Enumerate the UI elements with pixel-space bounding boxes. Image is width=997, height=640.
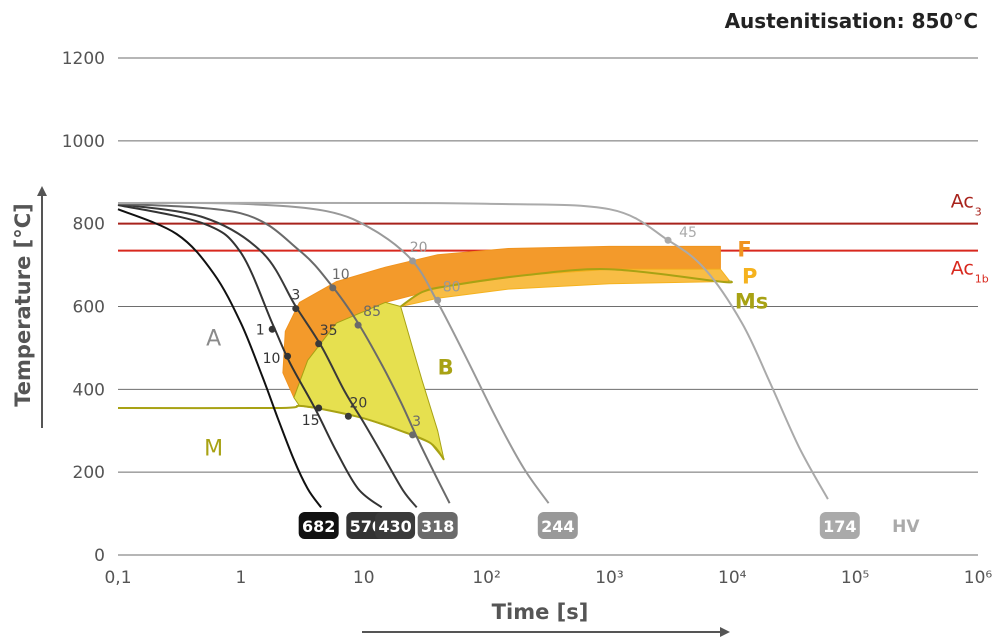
region-label-P: P: [742, 265, 757, 289]
y-tick-label: 600: [73, 298, 105, 318]
y-tick-label: 400: [73, 380, 105, 400]
hv-badge: [375, 512, 416, 540]
curve-mark-label: 85: [363, 304, 381, 320]
y-axis-label: Temperature [°C]: [11, 203, 35, 406]
ref-label-Ac1b: Ac: [951, 258, 974, 280]
curve-mark-label: 10: [332, 267, 350, 283]
ref-sub-Ac3: 3: [975, 206, 982, 219]
chart-labels: FP B Ms A M 682 1 10 15 570 3 35 20 430 10 85 3 318 20 80 24…: [204, 225, 920, 540]
x-tick-label: 0,1: [104, 568, 131, 588]
cooling-curve: [117, 208, 322, 508]
y-tick-label: 1000: [62, 132, 105, 152]
y-tick-label: 0: [94, 546, 105, 566]
curve-mark: [315, 404, 323, 412]
curve-mark: [409, 431, 417, 439]
y-tick-label: 200: [73, 463, 105, 483]
chart-title: Austenitisation: 850°C: [725, 9, 978, 33]
curve-mark: [354, 321, 362, 329]
curve-mark-label: 10: [263, 351, 281, 367]
ref-label-Ac3: Ac: [951, 191, 974, 213]
grid-lines: 0 200 400 600 800 1000 1200 0,1 1 10 10² 10³ 10⁴ 10⁵ 1…: [62, 49, 993, 588]
curve-mark: [284, 352, 292, 360]
y-tick-label: 1200: [62, 49, 105, 69]
hv-badge-label: 244: [541, 517, 574, 536]
x-tick-label: 1: [235, 568, 246, 588]
cooling-curve: [117, 202, 451, 504]
hv-badge: [417, 512, 458, 540]
curve-mark: [344, 412, 352, 420]
curve-mark-label: 1: [256, 322, 265, 338]
ms-line: [117, 404, 445, 461]
hv-badge-label: 174: [823, 517, 856, 536]
curve-mark-label: 15: [302, 413, 320, 429]
x-tick-label: 10⁴: [718, 568, 747, 588]
curve-mark-label: 3: [291, 288, 300, 304]
ms-label: Ms: [735, 289, 768, 313]
hv-badge: [537, 512, 578, 540]
curve-mark-label: 45: [679, 225, 697, 241]
curve-mark-label: 20: [410, 240, 428, 256]
region-label-B: B: [438, 356, 454, 380]
x-tick-label: 10⁶: [964, 568, 993, 588]
curve-mark: [434, 296, 442, 304]
cooling-curve: [117, 204, 383, 509]
cooling-curve: [117, 201, 550, 504]
x-tick-label: 10⁵: [841, 568, 869, 588]
y-tick-label: 800: [73, 215, 105, 235]
x-tick-label: 10²: [472, 568, 500, 588]
cooling-curve: [117, 203, 418, 509]
hv-badge-label: 682: [302, 517, 335, 536]
ref-sub-Ac1b: 1b: [975, 273, 989, 286]
x-tick-label: 10: [353, 568, 375, 588]
cooling-curves: [117, 201, 829, 509]
region-label-A: A: [206, 327, 221, 352]
curve-mark-label: 35: [320, 323, 338, 339]
hv-badge: [819, 512, 860, 540]
curve-mark-label: 3: [412, 414, 421, 430]
hv-badge-label: 430: [378, 517, 411, 536]
curve-mark: [409, 257, 417, 265]
ms-upper-line: [400, 268, 733, 308]
curve-mark: [329, 284, 337, 292]
x-axis-label: Time [s]: [492, 600, 589, 624]
curve-mark-label: 80: [443, 279, 461, 295]
curve-mark: [315, 340, 323, 348]
curve-mark: [664, 236, 672, 244]
curve-mark: [268, 325, 276, 333]
x-tick-label: 10³: [595, 568, 623, 588]
curve-mark-label: 20: [349, 395, 367, 411]
region-label-M: M: [204, 436, 223, 461]
cooling-curve: [117, 201, 829, 500]
hv-unit-label: HV: [892, 517, 920, 537]
hv-badge-label: 570: [350, 517, 383, 536]
hv-badge: [298, 512, 339, 540]
hv-badge-label: 318: [421, 517, 454, 536]
curve-mark: [292, 305, 300, 313]
region-label-F: F: [737, 238, 751, 262]
